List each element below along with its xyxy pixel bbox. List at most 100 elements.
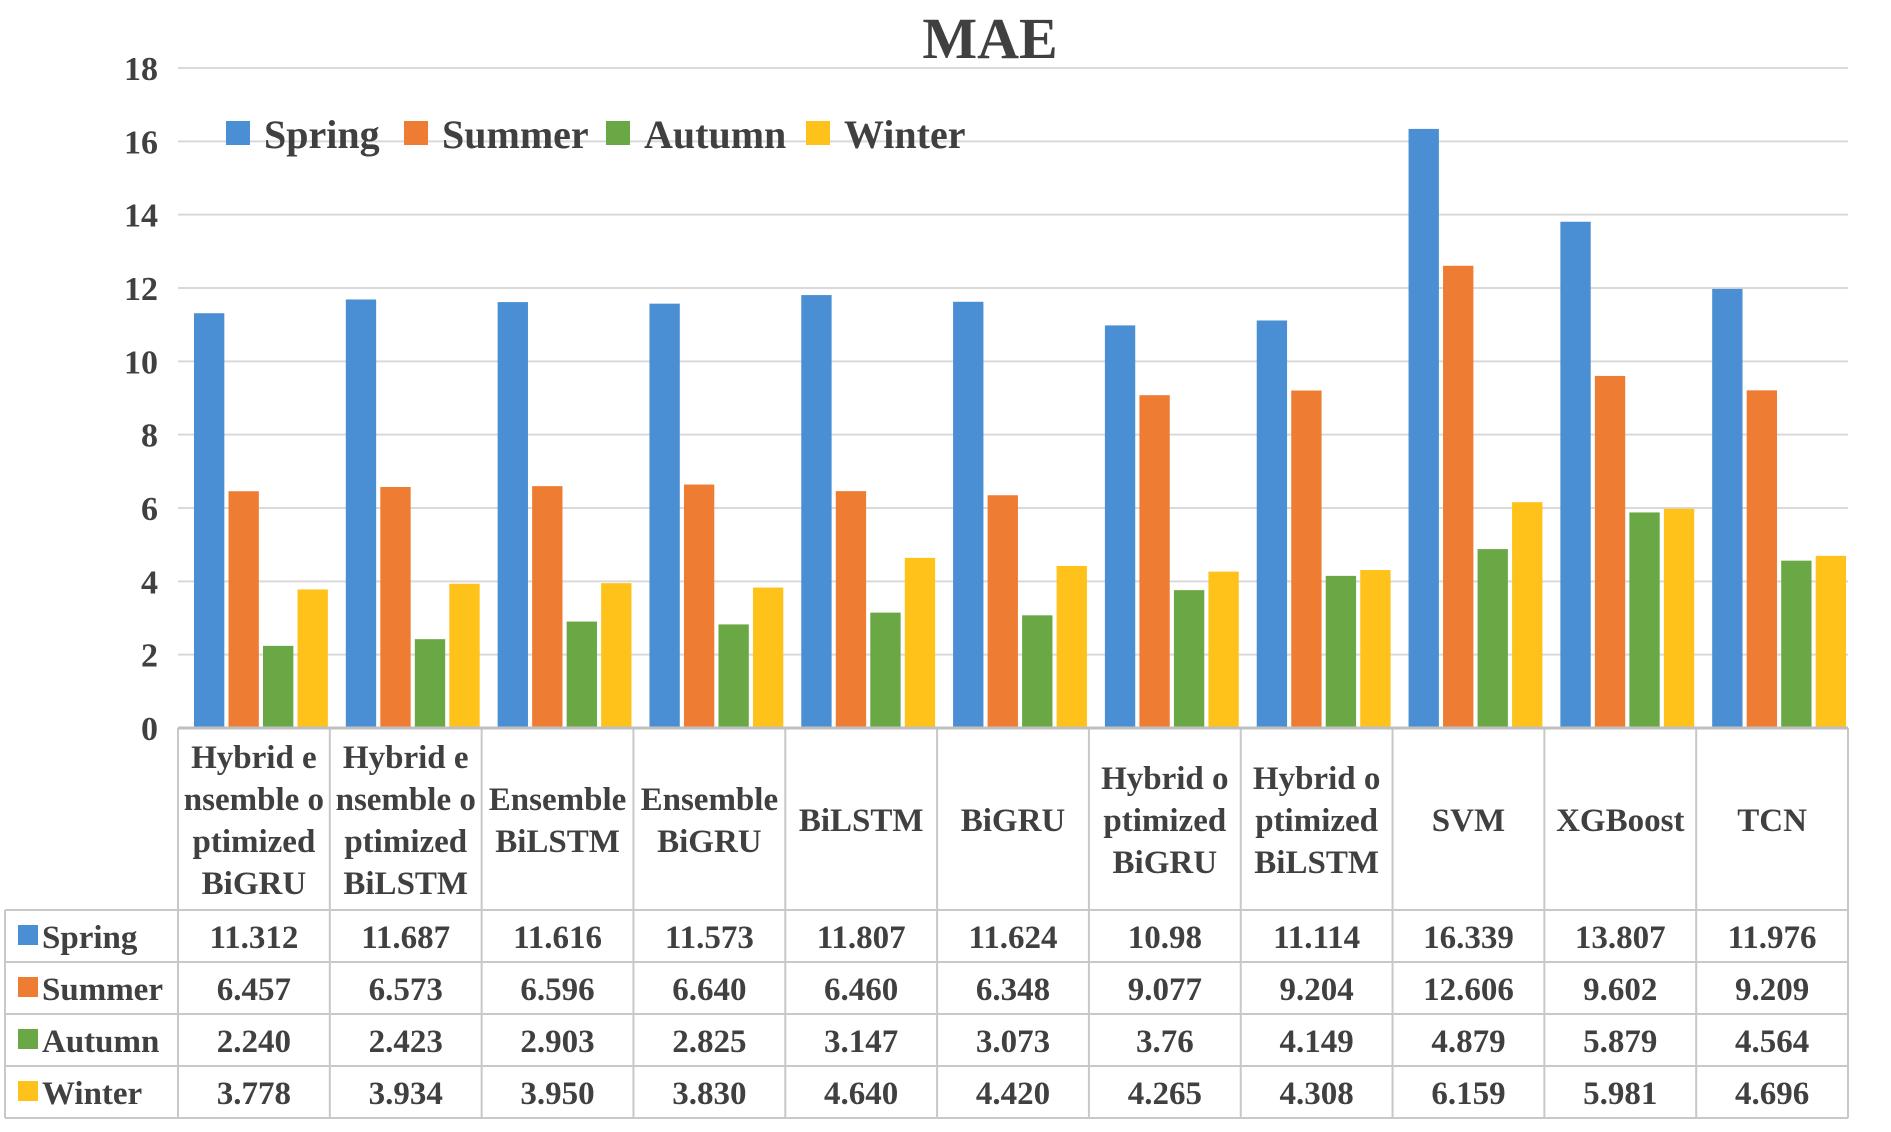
bar-spring [345, 299, 377, 728]
category-label: BiLSTM [799, 803, 924, 839]
bar-summer [228, 491, 259, 728]
row-swatch-spring [18, 925, 38, 945]
category-label: Hybrid o [1253, 761, 1380, 797]
data-label: 9.204 [1280, 972, 1354, 1008]
y-tick-label: 12 [124, 271, 158, 308]
data-label: 9.077 [1128, 972, 1202, 1008]
legend-swatch-spring [226, 121, 250, 145]
bar-winter [1512, 502, 1543, 728]
y-tick-label: 14 [124, 198, 158, 235]
data-label: 3.76 [1136, 1024, 1194, 1060]
category-label: ptimized [1255, 803, 1378, 839]
data-label: 6.159 [1431, 1076, 1505, 1112]
bar-winter [1663, 508, 1695, 728]
bar-autumn [870, 612, 901, 728]
bar-spring [1408, 128, 1439, 729]
bar-summer [1594, 375, 1626, 728]
bar-winter [297, 589, 328, 728]
bar-summer [1291, 390, 1322, 728]
category-label: nsemble o [184, 782, 324, 818]
row-swatch-autumn [18, 1029, 38, 1049]
data-label: 3.830 [672, 1076, 746, 1112]
category-label: nsemble o [336, 782, 476, 818]
bar-spring [801, 295, 832, 728]
category-label: BiGRU [961, 803, 1066, 839]
data-label: 4.308 [1280, 1076, 1354, 1112]
bar-summer [1746, 390, 1778, 728]
data-label: 2.423 [369, 1024, 443, 1060]
legend-swatch-autumn [606, 121, 630, 145]
bar-autumn [566, 621, 597, 728]
row-label-summer: Summer [42, 972, 163, 1008]
bar-autumn [263, 645, 294, 728]
legend-label-winter: Winter [844, 112, 965, 157]
legend: Spring Summer Autumn Winter [226, 112, 965, 157]
data-label: 11.312 [209, 920, 298, 956]
bar-winter [1208, 571, 1239, 728]
category-label: TCN [1737, 803, 1807, 839]
data-label: 11.807 [817, 920, 906, 956]
category-label: Ensemble [489, 782, 627, 818]
bar-spring [1256, 320, 1288, 728]
data-label: 4.879 [1431, 1024, 1505, 1060]
category-label: BiGRU [1113, 845, 1218, 881]
category-label: SVM [1432, 803, 1505, 839]
data-label: 6.457 [217, 972, 291, 1008]
category-label: BiLSTM [495, 824, 620, 860]
data-label: 3.778 [217, 1076, 291, 1112]
data-label: 11.687 [361, 920, 450, 956]
y-tick-label: 4 [141, 564, 158, 601]
y-tick-label: 18 [124, 51, 158, 88]
bar-autumn [1022, 615, 1053, 728]
y-tick-label: 6 [141, 491, 158, 528]
bar-spring [953, 301, 984, 728]
y-tick-label: 0 [141, 711, 158, 748]
row-swatch-winter [18, 1081, 38, 1101]
data-label: 4.149 [1280, 1024, 1354, 1060]
bar-winter [449, 583, 480, 728]
bar-spring [1104, 325, 1136, 728]
bar-summer [380, 486, 411, 728]
data-label: 3.147 [824, 1024, 898, 1060]
legend-label-summer: Summer [442, 112, 589, 157]
category-label: BiLSTM [1254, 845, 1379, 881]
data-label: 2.825 [672, 1024, 746, 1060]
category-label: XGBoost [1556, 803, 1684, 839]
data-label: 2.240 [217, 1024, 291, 1060]
data-label: 11.114 [1273, 920, 1360, 956]
data-label: 11.616 [513, 920, 602, 956]
data-label: 5.879 [1583, 1024, 1657, 1060]
data-label: 6.596 [520, 972, 594, 1008]
y-tick-label: 10 [124, 344, 158, 381]
bar-winter [1056, 565, 1087, 728]
category-label: BiGRU [657, 824, 762, 860]
category-label: ptimized [192, 824, 315, 860]
legend-label-spring: Spring [264, 112, 380, 157]
bar-summer [1139, 395, 1170, 728]
bar-autumn [1477, 549, 1508, 728]
y-tick-label: 16 [124, 124, 158, 161]
data-label: 11.573 [665, 920, 754, 956]
bar-autumn [718, 624, 749, 728]
data-label: 5.981 [1583, 1076, 1657, 1112]
bar-winter [752, 587, 784, 728]
y-tick-label: 2 [141, 638, 158, 675]
row-swatch-summer [18, 977, 38, 997]
data-table: Hybrid e nsemble o ptimized BiGRU Hybrid e ns… [4, 726, 1849, 1119]
bar-autumn [414, 639, 446, 728]
bar-spring [194, 313, 225, 728]
data-label: 10.98 [1128, 920, 1202, 956]
data-label: 6.640 [672, 972, 746, 1008]
bar-spring [1560, 221, 1591, 728]
data-label: 6.573 [369, 972, 443, 1008]
data-label: 4.564 [1735, 1024, 1809, 1060]
bar-spring [1712, 288, 1743, 728]
bar-summer [532, 486, 563, 728]
bar-spring [497, 302, 528, 728]
data-label: 2.903 [520, 1024, 594, 1060]
row-label-winter: Winter [42, 1076, 142, 1112]
bar-winter [904, 557, 936, 728]
data-label: 16.339 [1423, 920, 1514, 956]
